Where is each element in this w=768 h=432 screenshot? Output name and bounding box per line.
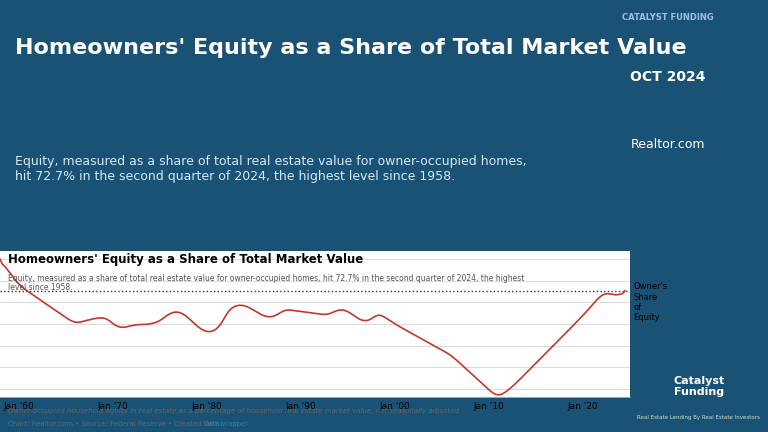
Text: CATALYST FUNDING: CATALYST FUNDING bbox=[622, 13, 714, 22]
Text: Homeowners' Equity as a Share of Total Market Value: Homeowners' Equity as a Share of Total M… bbox=[8, 253, 363, 266]
Text: Equity, measured as a share of total real estate value for owner-occupied homes,: Equity, measured as a share of total rea… bbox=[8, 274, 524, 283]
Text: Chart: Realtor.com • Source: Federal Reserve • Created with: Chart: Realtor.com • Source: Federal Res… bbox=[8, 421, 221, 427]
Text: Realtor.com: Realtor.com bbox=[631, 138, 706, 151]
Text: Owner-occupied household equity in real estate as a percentage of household real: Owner-occupied household equity in real … bbox=[8, 408, 458, 414]
Text: level since 1958.: level since 1958. bbox=[8, 283, 72, 292]
Text: Homeowners' Equity as a Share of Total Market Value: Homeowners' Equity as a Share of Total M… bbox=[15, 38, 687, 57]
Text: Catalyst
Funding: Catalyst Funding bbox=[674, 376, 724, 397]
Text: Owner's
Share
of
Equity: Owner's Share of Equity bbox=[634, 282, 668, 323]
Text: Datawrapper: Datawrapper bbox=[204, 421, 249, 427]
Text: Equity, measured as a share of total real estate value for owner-occupied homes,: Equity, measured as a share of total rea… bbox=[15, 156, 527, 183]
Text: Real Estate Lending By Real Estate Investors: Real Estate Lending By Real Estate Inves… bbox=[637, 415, 760, 420]
Text: OCT 2024: OCT 2024 bbox=[631, 70, 706, 84]
